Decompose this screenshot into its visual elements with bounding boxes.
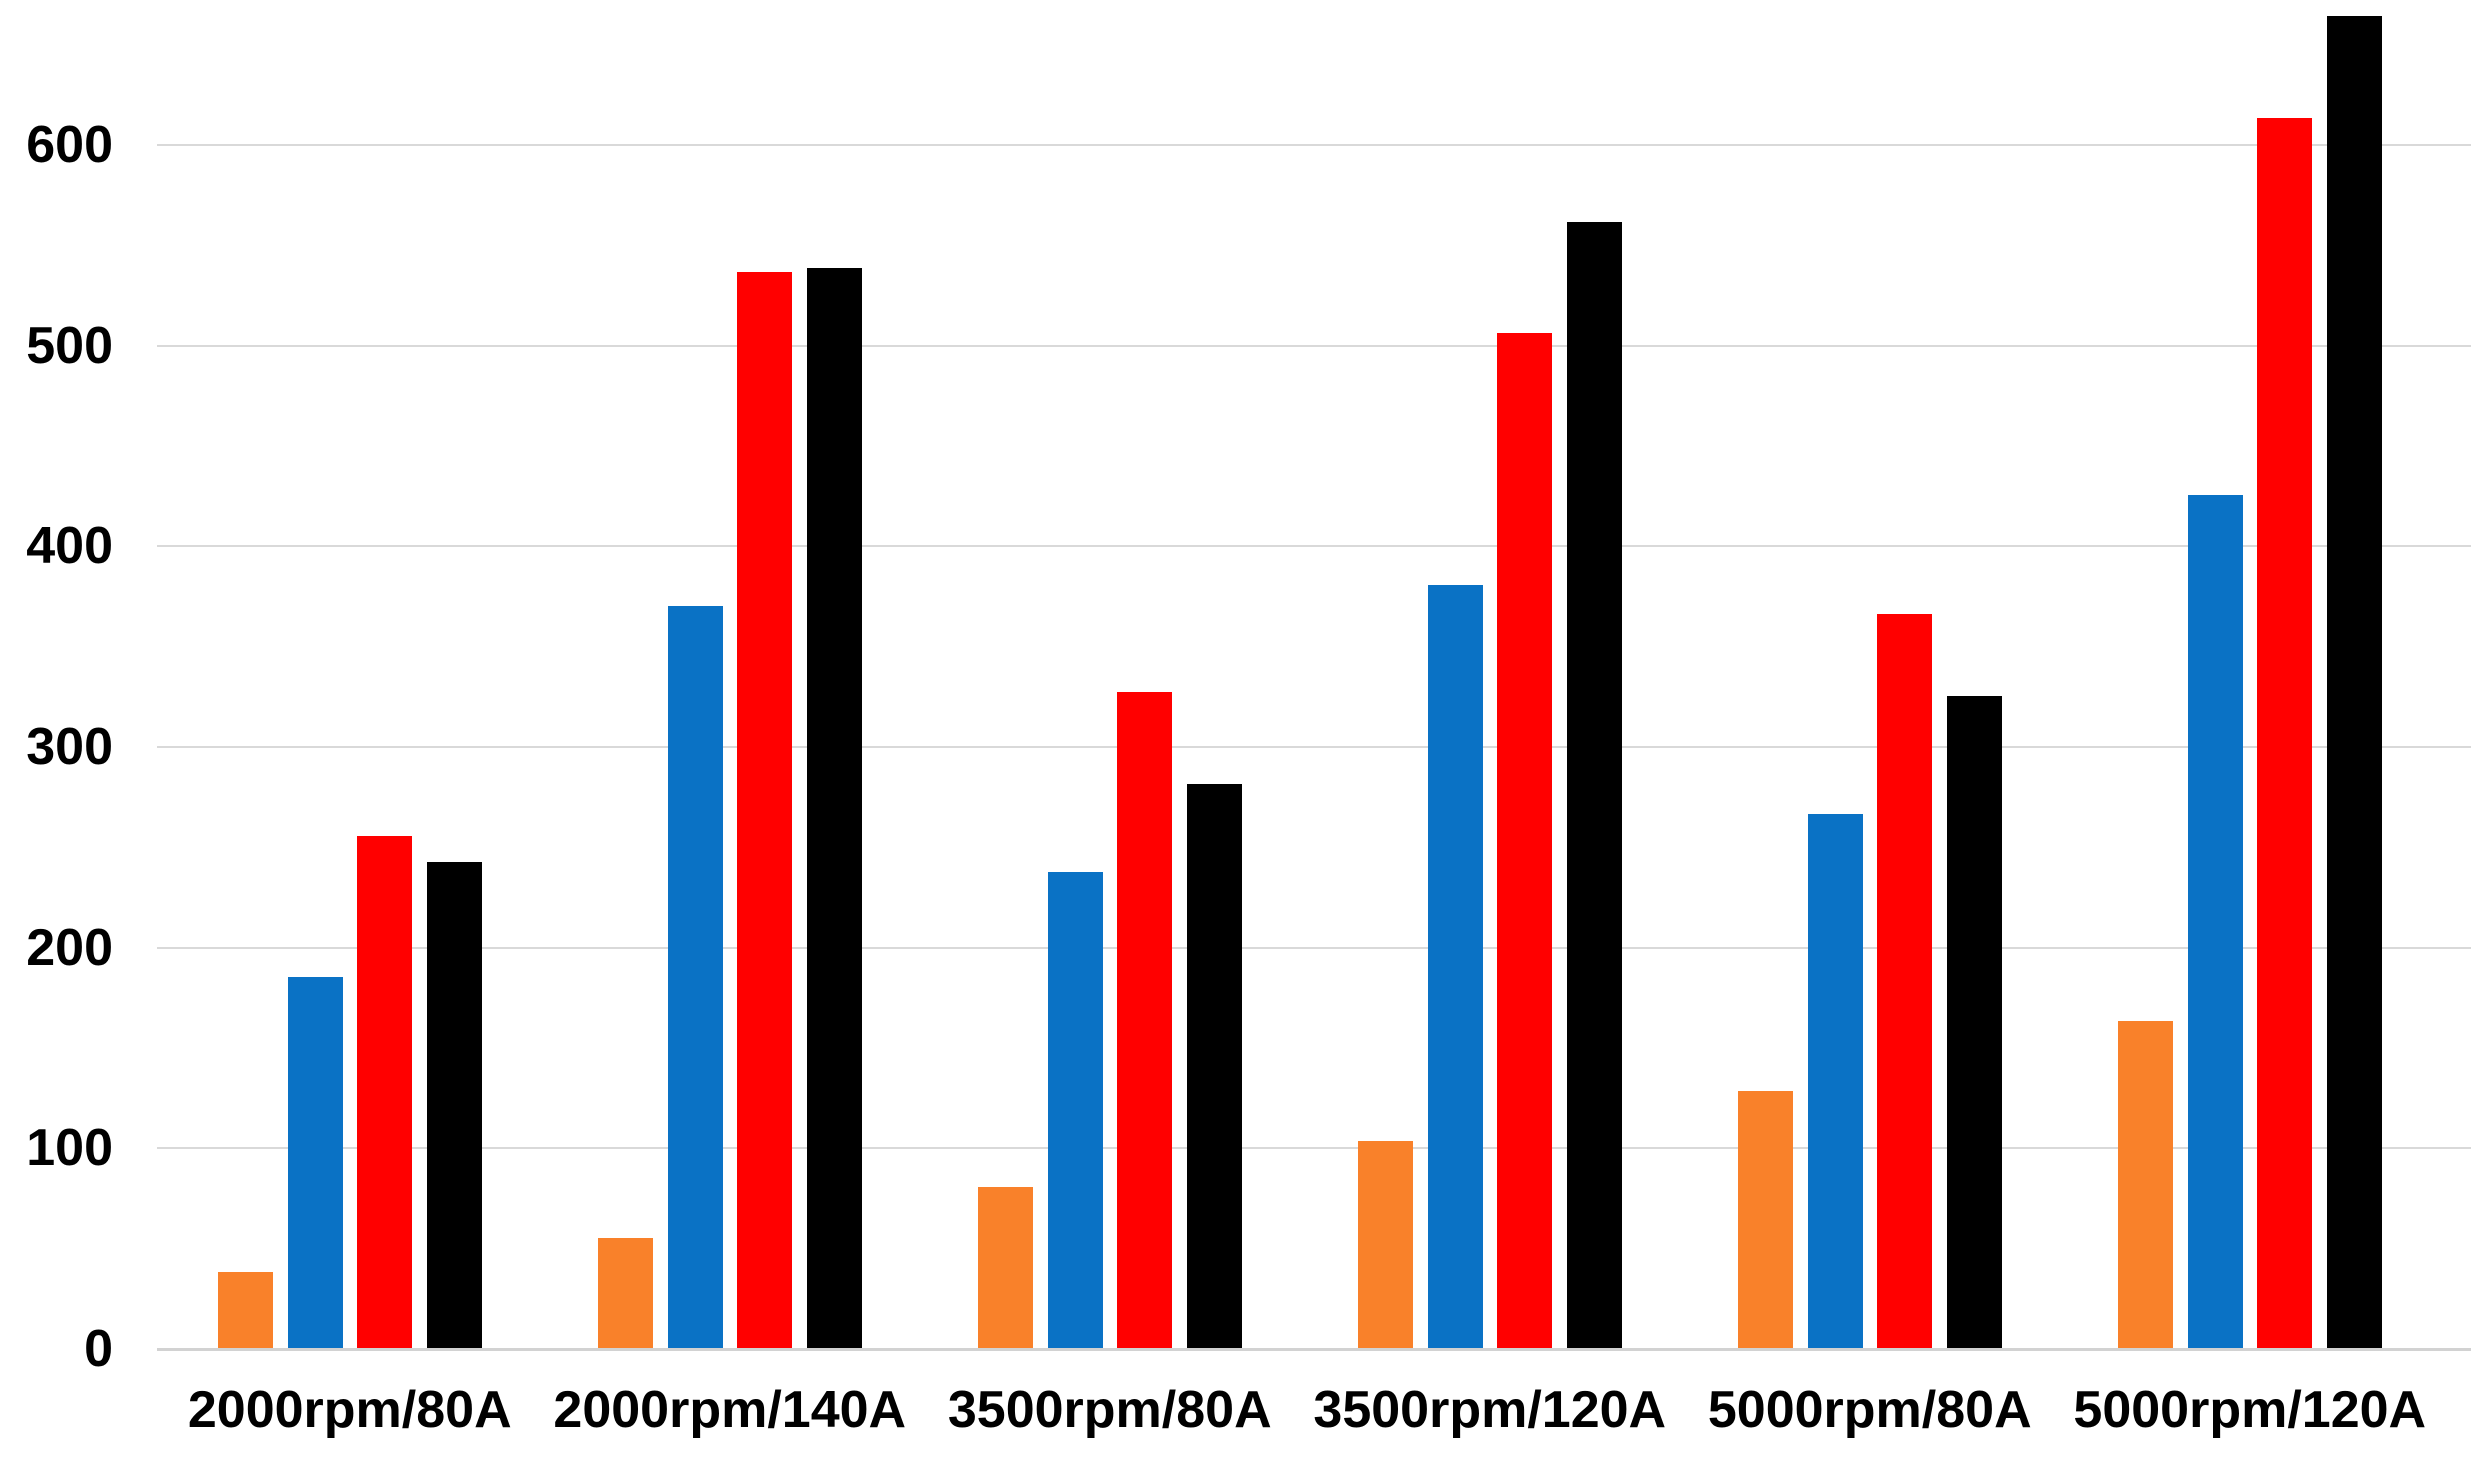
x-axis-label: 5000rpm/120A (2073, 1381, 2427, 1439)
gridline (157, 144, 2471, 146)
bar (667, 605, 723, 1348)
bar (1186, 784, 1242, 1348)
bar (426, 862, 482, 1348)
bar (598, 1237, 653, 1348)
y-axis-label: 500 (26, 316, 113, 375)
x-axis-label: 2000rpm/80A (187, 1381, 512, 1439)
x-axis-label: 3500rpm/120A (1313, 1381, 1667, 1439)
y-axis-label: 200 (26, 918, 113, 977)
gridline (157, 545, 2471, 548)
bar (357, 836, 412, 1348)
bar (1877, 613, 1932, 1348)
bar (287, 976, 343, 1348)
bar (218, 1271, 273, 1348)
gridline (157, 746, 2471, 748)
bar (1117, 691, 1172, 1348)
bar (1497, 332, 1552, 1348)
y-axis-label: 400 (26, 517, 113, 576)
bar (2118, 1020, 2173, 1348)
gridline (157, 344, 2471, 347)
x-axis-label: 3500rpm/80A (947, 1381, 1272, 1439)
bar (806, 268, 862, 1348)
bar (1566, 222, 1622, 1348)
bar (2257, 117, 2312, 1348)
bar (978, 1187, 1033, 1348)
x-axis-line (157, 1348, 2471, 1351)
bar (1427, 585, 1483, 1348)
y-axis-label: 300 (26, 718, 113, 776)
bar (2326, 15, 2382, 1348)
bar (1946, 695, 2002, 1348)
bar (2187, 495, 2243, 1348)
y-axis-label: 0 (84, 1320, 113, 1378)
bar (1047, 872, 1103, 1348)
bar (1358, 1141, 1413, 1348)
x-axis-label: 5000rpm/80A (1707, 1381, 2032, 1439)
gridline (157, 1147, 2471, 1150)
bar (1807, 814, 1863, 1348)
bar (1738, 1091, 1793, 1348)
gridline (157, 946, 2471, 949)
y-axis-label: 100 (26, 1119, 113, 1178)
y-axis-label: 600 (26, 116, 113, 174)
x-axis-label: 2000rpm/140A (553, 1381, 907, 1439)
bar (737, 272, 792, 1348)
